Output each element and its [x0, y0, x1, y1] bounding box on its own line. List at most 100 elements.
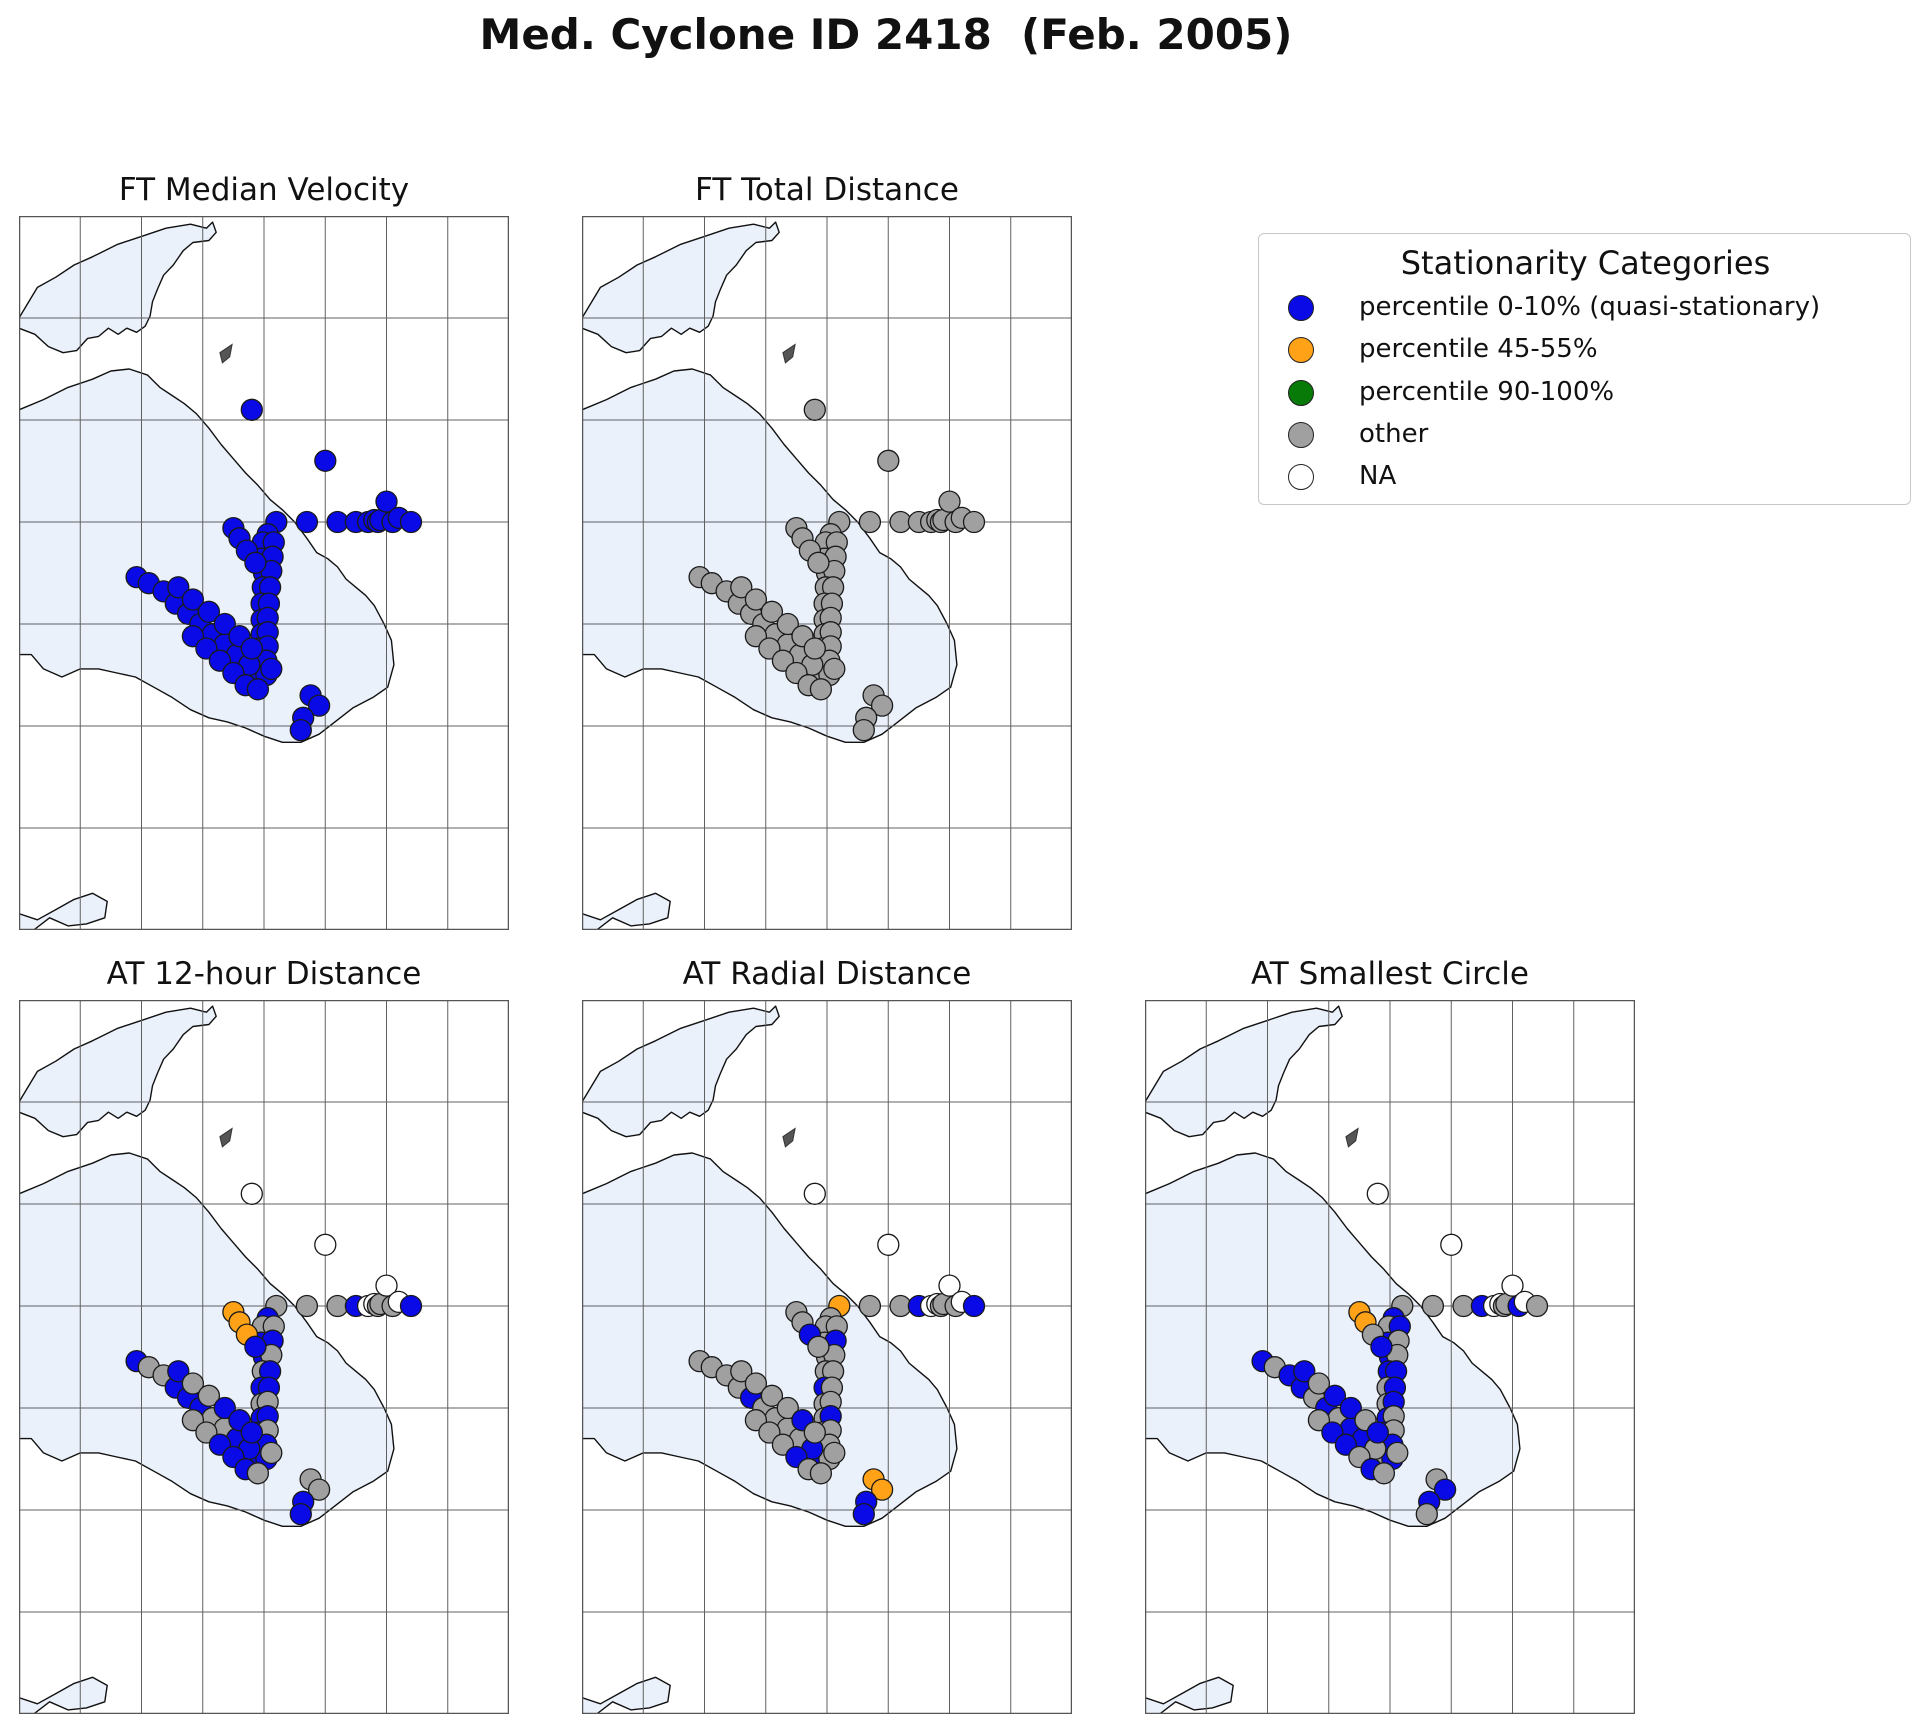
track-point-43 [289, 718, 312, 742]
track-point-54 [730, 1360, 753, 1383]
track-point-43 [852, 718, 875, 742]
legend-marker-blue [1288, 295, 1314, 321]
map-at-smallest-circle [1145, 1000, 1635, 1714]
legend-title: Stationarity Categories [1400, 244, 1771, 282]
island-shape [1345, 1127, 1359, 1148]
map-frame [19, 1000, 509, 1714]
track-point-56 [197, 600, 221, 623]
map-at-radial-distance [582, 1000, 1072, 1714]
sea-area-3 [582, 892, 671, 930]
legend-label: other [1359, 419, 1429, 449]
track-point-65 [809, 1462, 833, 1485]
track-point-3 [858, 510, 882, 534]
track-point-10 [375, 490, 398, 513]
panel-title-at-radial-distance: AT Radial Distance [682, 956, 972, 992]
track-point-13 [399, 1294, 423, 1318]
legend-item-quasi-stationary: percentile 0-10% (quasi-stationary) [1259, 288, 1899, 328]
track-point-39 [244, 551, 267, 574]
island-shape [782, 1127, 796, 1148]
legend-item-45-55: percentile 45-55% [1259, 330, 1899, 370]
track-point-41 [1433, 1478, 1457, 1501]
panel-title-at-smallest-circle: AT Smallest Circle [1251, 956, 1529, 992]
track-point-57 [213, 1396, 236, 1420]
track-point-54 [167, 576, 190, 599]
track-point-55 [744, 588, 768, 611]
track-point-43 [852, 1502, 875, 1526]
track-point-35 [1386, 1441, 1409, 1465]
sea-area-3 [1145, 1676, 1234, 1714]
map-frame [1145, 1000, 1635, 1714]
legend-label: NA [1359, 461, 1397, 491]
legend-label: percentile 45-55% [1359, 334, 1598, 364]
island-shape [219, 343, 233, 364]
track-point-10 [1501, 1274, 1524, 1297]
track-point-1 [314, 1233, 337, 1256]
track-point-57 [776, 1396, 799, 1420]
track-point-57 [776, 612, 799, 636]
track-point-39 [1370, 1335, 1393, 1358]
track-point-41 [307, 694, 331, 717]
track-point-35 [260, 1441, 283, 1465]
track-point-35 [260, 657, 283, 681]
panel-title-ft-total-distance: FT Total Distance [695, 172, 959, 208]
panel-title-at-12-hour-distance: AT 12-hour Distance [106, 956, 422, 992]
track-point-39 [807, 1335, 830, 1358]
track-point-65 [1372, 1462, 1396, 1485]
sea-area-3 [582, 1676, 671, 1714]
track-point-10 [375, 1274, 398, 1297]
track-point-55 [744, 1372, 768, 1395]
legend-item-other: other [1259, 415, 1899, 455]
track-point-13 [962, 1294, 986, 1318]
track-point-55 [181, 588, 205, 611]
track-point-57 [213, 612, 236, 636]
track-point-41 [870, 694, 894, 717]
sea-area-2 [19, 368, 395, 743]
track-point-3 [858, 1294, 882, 1318]
sea-area-2 [582, 368, 958, 743]
map-ft-median-velocity [19, 216, 509, 930]
map-frame [19, 216, 509, 930]
map-ft-total-distance [582, 216, 1072, 930]
track-point-65 [246, 678, 270, 701]
track-point-43 [289, 1502, 312, 1526]
legend-label: percentile 0-10% (quasi-stationary) [1359, 292, 1821, 322]
track-point-55 [181, 1372, 205, 1395]
track-point-13 [399, 510, 423, 534]
track-point-59 [1366, 1421, 1389, 1444]
track-point-55 [1307, 1372, 1331, 1395]
track-point-54 [167, 1360, 190, 1383]
panel-title-ft-median-velocity: FT Median Velocity [118, 172, 410, 208]
legend: Stationarity Categories percentile 0-10%… [1258, 233, 1911, 505]
track-point-13 [962, 510, 986, 534]
track-point-35 [823, 1441, 846, 1465]
legend-marker-green [1288, 380, 1314, 406]
track-point-1 [314, 449, 337, 472]
track-point-1 [1440, 1233, 1463, 1256]
track-point-65 [246, 1462, 270, 1485]
sea-area-3 [19, 1676, 108, 1714]
legend-label: percentile 90-100% [1359, 377, 1615, 407]
track-point-57 [1339, 1396, 1362, 1420]
track-point-43 [1415, 1502, 1438, 1526]
track-point-0 [240, 398, 263, 421]
track-point-54 [1293, 1360, 1316, 1383]
track-point-0 [1366, 1182, 1389, 1205]
sea-area-2 [19, 1152, 395, 1527]
track-point-56 [197, 1384, 221, 1407]
track-point-0 [803, 398, 826, 421]
track-point-1 [877, 449, 900, 472]
map-at-12-hour-distance [19, 1000, 509, 1714]
track-point-13 [1525, 1294, 1549, 1318]
track-point-59 [240, 1421, 263, 1444]
legend-item-90-100: percentile 90-100% [1259, 373, 1899, 413]
track-point-59 [803, 1421, 826, 1444]
track-point-0 [240, 1182, 263, 1205]
track-point-10 [938, 490, 961, 513]
legend-marker-orange [1288, 337, 1314, 363]
map-frame [582, 216, 1072, 930]
sea-area-2 [582, 1152, 958, 1527]
sea-area-3 [19, 892, 108, 930]
island-shape [219, 1127, 233, 1148]
track-point-56 [760, 600, 784, 623]
track-point-59 [240, 637, 263, 660]
